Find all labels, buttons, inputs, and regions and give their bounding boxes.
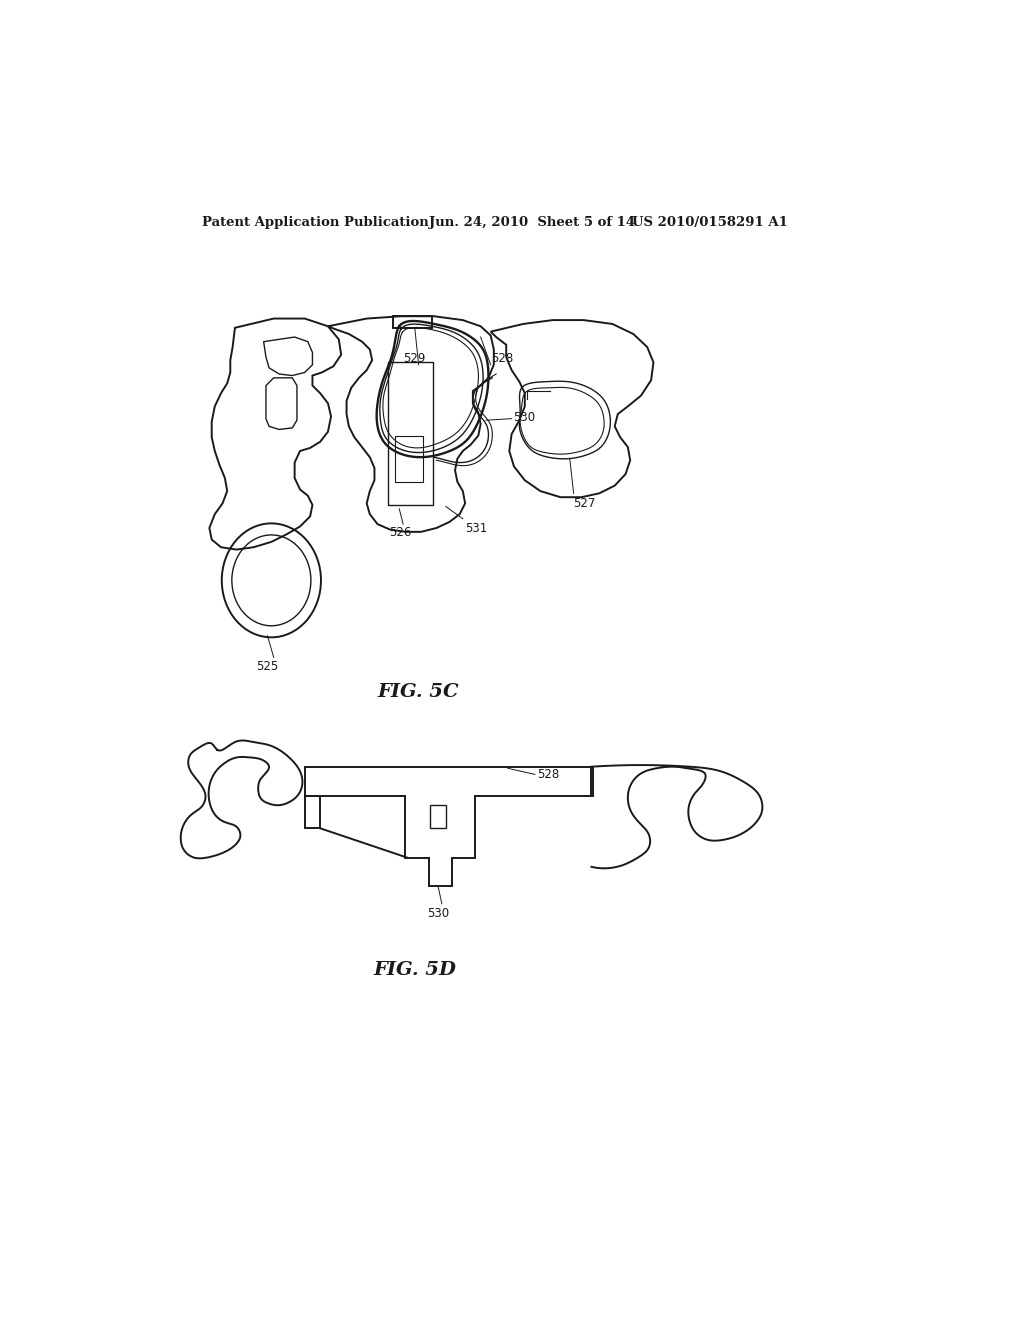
- Text: 526: 526: [389, 527, 412, 540]
- Bar: [430, 805, 445, 829]
- Bar: [395, 436, 423, 482]
- Text: 530: 530: [427, 907, 450, 920]
- Text: 529: 529: [403, 351, 426, 364]
- Text: Jun. 24, 2010  Sheet 5 of 14: Jun. 24, 2010 Sheet 5 of 14: [429, 215, 635, 228]
- Text: 531: 531: [465, 521, 487, 535]
- Text: 527: 527: [573, 498, 596, 511]
- Text: FIG. 5D: FIG. 5D: [374, 961, 456, 978]
- Text: 530: 530: [513, 412, 536, 425]
- Text: 528: 528: [538, 768, 559, 781]
- Text: 528: 528: [490, 351, 513, 364]
- Text: FIG. 5C: FIG. 5C: [378, 684, 460, 701]
- Text: 525: 525: [256, 660, 279, 673]
- Bar: [388, 363, 432, 506]
- Text: Patent Application Publication: Patent Application Publication: [202, 215, 428, 228]
- Text: US 2010/0158291 A1: US 2010/0158291 A1: [632, 215, 787, 228]
